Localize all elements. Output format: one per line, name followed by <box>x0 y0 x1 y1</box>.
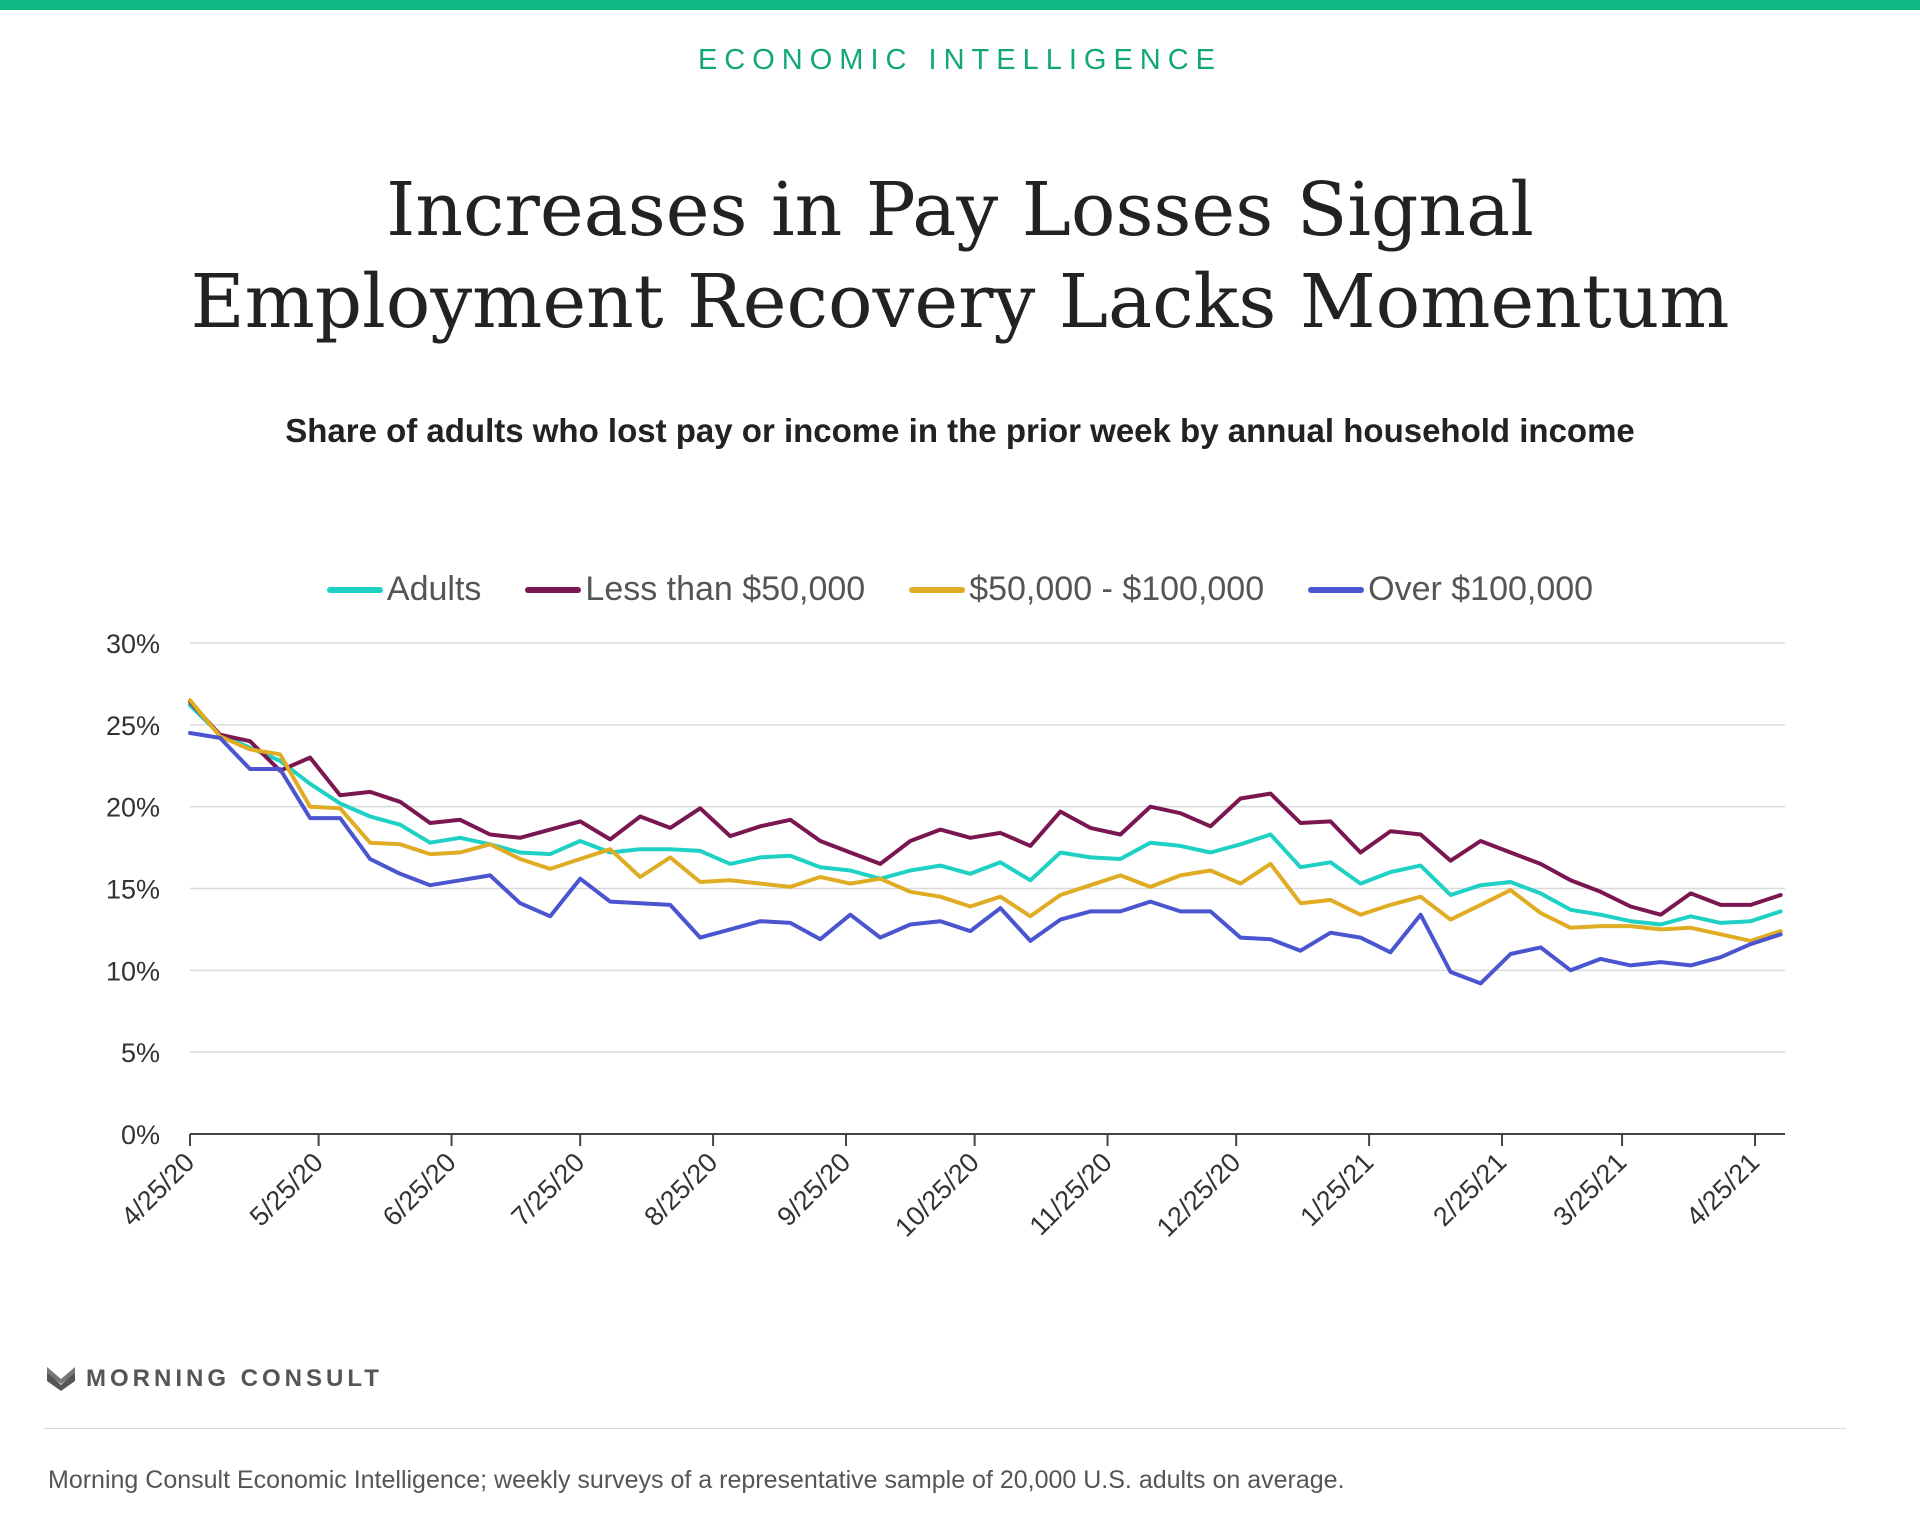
morning-consult-logo: MORNING CONSULT <box>46 1365 383 1393</box>
series-line <box>188 698 1783 943</box>
morning-consult-m-icon <box>47 1367 75 1391</box>
section-kicker: ECONOMIC INTELLIGENCE <box>697 44 1223 76</box>
legend-swatch <box>909 586 966 593</box>
legend-item: Less than $50,000 <box>525 570 865 609</box>
x-tick-label: 8/25/20 <box>638 1147 723 1232</box>
legend-label: Over $100,000 <box>1368 570 1594 608</box>
chart-title-line-1: Increases in Pay Losses Signal <box>386 167 1534 253</box>
y-tick-label: 25% <box>106 711 160 741</box>
chart-legend: Adults Less than $50,000 $50,000 - $100,00… <box>0 570 1920 609</box>
x-tick-label: 5/25/20 <box>244 1147 329 1232</box>
y-tick-label: 15% <box>106 875 160 905</box>
y-tick-label: 5% <box>121 1038 160 1068</box>
legend-swatch <box>326 586 383 593</box>
chart-subtitle: Share of adults who lost pay or income i… <box>285 412 1635 449</box>
x-tick-label: 6/25/20 <box>377 1147 462 1232</box>
x-tick-label: 12/25/20 <box>1151 1147 1247 1243</box>
y-tick-label: 10% <box>106 956 160 986</box>
legend-swatch <box>1308 586 1365 593</box>
x-tick-label: 10/25/20 <box>889 1147 985 1243</box>
y-tick-label: 30% <box>106 629 160 659</box>
top-accent-bar <box>0 0 1920 10</box>
legend-item: Adults <box>326 570 482 609</box>
legend-item: $50,000 - $100,000 <box>909 570 1264 609</box>
chart-title-line-2: Employment Recovery Lacks Momentum <box>190 259 1730 345</box>
legend-label: Adults <box>386 570 482 608</box>
footer-divider <box>44 1428 1846 1429</box>
x-tick-label: 7/25/20 <box>505 1147 590 1232</box>
y-tick-label: 20% <box>106 793 160 823</box>
x-tick-label: 11/25/20 <box>1024 1147 1118 1241</box>
legend-label: $50,000 - $100,000 <box>969 570 1265 608</box>
chart-title: Increases in Pay Losses Signal Employmen… <box>0 164 1920 348</box>
x-tick-label: 2/25/21 <box>1427 1147 1512 1232</box>
line-chart: 0% 5% 10% 15% 20% 25% 30% 4/25/20 5/25/20 6/25/20… <box>106 629 1785 1243</box>
x-tick-label: 4/25/21 <box>1680 1147 1765 1232</box>
brand-name: MORNING CONSULT <box>86 1365 383 1392</box>
x-tick-label: 3/25/21 <box>1547 1147 1632 1232</box>
y-tick-label: 0% <box>121 1120 160 1150</box>
x-tick-label: 4/25/20 <box>115 1147 200 1232</box>
series-line <box>188 699 1783 917</box>
series-line <box>188 731 1783 986</box>
x-tick-label: 1/25/21 <box>1294 1147 1379 1232</box>
legend-swatch <box>525 586 582 593</box>
series-line <box>188 703 1783 927</box>
legend-item: Over $100,000 <box>1308 570 1593 609</box>
legend-label: Less than $50,000 <box>585 570 866 608</box>
x-tick-label: 9/25/20 <box>771 1147 856 1232</box>
source-note: Morning Consult Economic Intelligence; w… <box>48 1466 1345 1494</box>
